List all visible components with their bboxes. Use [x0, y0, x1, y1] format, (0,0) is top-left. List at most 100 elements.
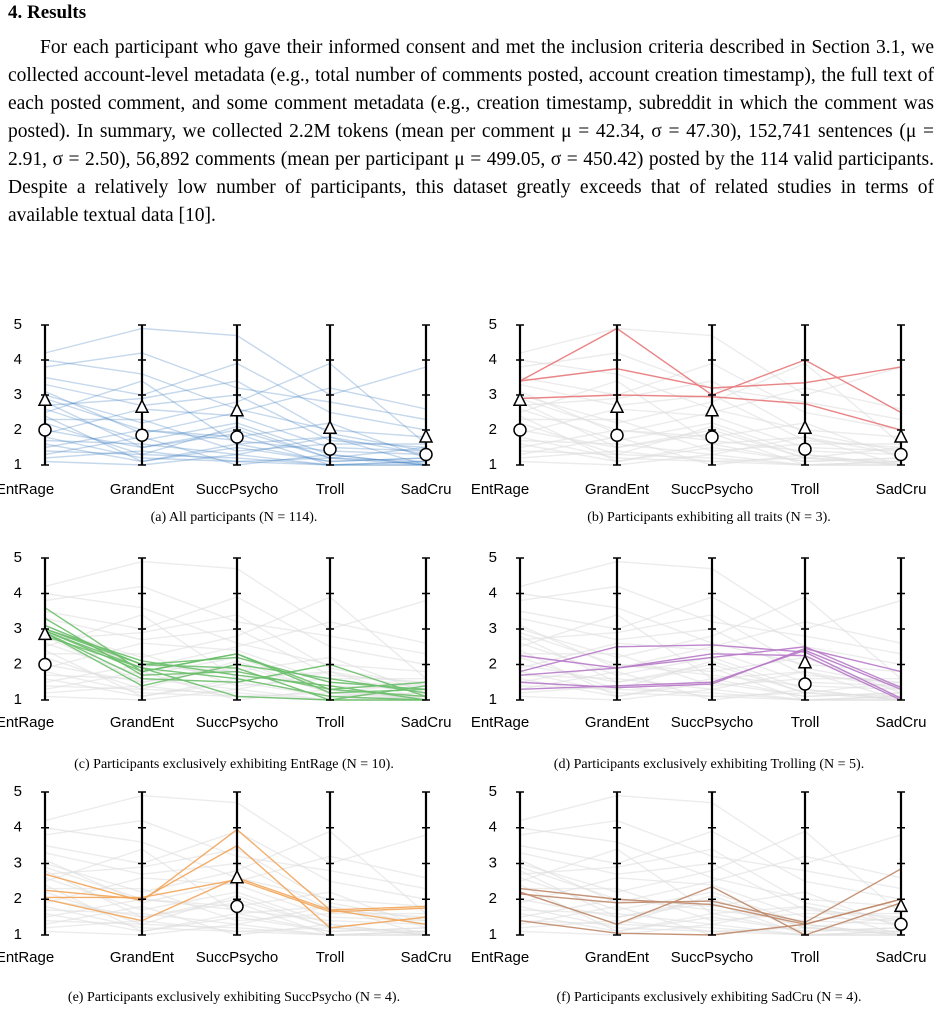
mean-marker — [418, 428, 434, 443]
y-tick-label: 1 — [489, 926, 497, 943]
y-tick-label: 2 — [14, 655, 22, 672]
data-line — [519, 359, 902, 438]
x-tick-label: GrandEnt — [585, 714, 650, 731]
x-tick-label: SuccPsycho — [196, 481, 279, 498]
caption: (f) Participants exclusively exhibiting … — [557, 990, 862, 1005]
mean-marker — [37, 625, 53, 641]
paragraph: For each participant who gave their info… — [8, 37, 934, 226]
x-tick-label: SadCru — [876, 481, 927, 498]
x-tick-label: SuccPsycho — [671, 714, 754, 731]
data-line — [45, 653, 426, 687]
caption: (b) Participants exhibiting all traits (… — [587, 510, 831, 525]
x-tick-label: Troll — [316, 949, 345, 966]
data-line — [44, 794, 427, 865]
data-line — [44, 359, 427, 438]
y-tick-label: 3 — [14, 620, 22, 637]
x-tick-label: GrandEnt — [585, 481, 650, 498]
x-tick-label: Troll — [791, 481, 820, 498]
x-tick-label: EntRage — [0, 481, 54, 498]
y-tick-label: 5 — [489, 316, 497, 333]
y-tick-label: 2 — [14, 421, 22, 438]
median-marker — [419, 447, 433, 462]
median-marker — [323, 442, 337, 456]
data-line — [44, 585, 427, 655]
x-tick-label: Troll — [791, 714, 820, 731]
y-tick-label: 1 — [489, 456, 497, 473]
x-tick-label: GrandEnt — [110, 481, 175, 498]
x-tick-label: Troll — [316, 481, 345, 498]
mean-marker — [704, 402, 720, 417]
y-tick-label: 5 — [14, 783, 22, 800]
y-tick-label: 3 — [14, 386, 22, 403]
data-line — [44, 827, 427, 908]
median-marker — [610, 428, 624, 442]
median-marker — [894, 917, 908, 932]
x-tick-label: EntRage — [0, 714, 54, 731]
y-tick-label: 5 — [14, 549, 22, 566]
data-line — [519, 327, 902, 414]
caption: (e) Participants exclusively exhibiting … — [68, 990, 400, 1005]
mean-marker — [797, 419, 813, 434]
data-line — [519, 592, 902, 673]
y-tick-label: 5 — [489, 783, 497, 800]
median-marker — [135, 428, 149, 442]
x-tick-label: SuccPsycho — [196, 714, 279, 731]
y-tick-label: 1 — [14, 926, 22, 943]
median-marker — [798, 442, 812, 456]
median-marker — [513, 423, 527, 437]
y-tick-label: 5 — [14, 316, 22, 333]
median-marker — [705, 430, 719, 444]
y-tick-label: 4 — [489, 351, 497, 368]
data-line — [519, 327, 902, 396]
mean-marker — [512, 391, 528, 406]
x-tick-label: SadCru — [876, 949, 927, 966]
x-tick-label: SuccPsycho — [671, 481, 754, 498]
y-tick-label: 3 — [489, 854, 497, 871]
y-tick-label: 4 — [489, 819, 497, 836]
caption: (c) Participants exclusively exhibiting … — [74, 757, 394, 772]
data-line — [44, 327, 427, 396]
data-line — [519, 819, 902, 890]
x-tick-label: EntRage — [471, 949, 529, 966]
y-tick-label: 2 — [14, 890, 22, 907]
x-tick-label: Troll — [316, 714, 345, 731]
x-tick-label: SadCru — [401, 481, 452, 498]
data-line — [519, 560, 902, 630]
x-tick-label: Troll — [791, 949, 820, 966]
median-marker — [230, 430, 244, 444]
mean-marker — [609, 398, 625, 413]
x-tick-label: SuccPsycho — [196, 949, 279, 966]
x-tick-label: GrandEnt — [110, 949, 175, 966]
y-tick-label: 5 — [489, 549, 497, 566]
mean-marker — [322, 419, 338, 434]
y-tick-label: 1 — [14, 691, 22, 708]
median-marker — [798, 677, 812, 691]
x-tick-label: GrandEnt — [110, 714, 175, 731]
y-tick-label: 4 — [14, 584, 22, 601]
mean-marker — [229, 869, 245, 884]
median-marker — [38, 657, 52, 672]
mean-marker — [797, 654, 813, 669]
x-tick-label: GrandEnt — [585, 949, 650, 966]
y-tick-label: 2 — [489, 421, 497, 438]
x-tick-label: EntRage — [0, 949, 54, 966]
data-line — [44, 596, 427, 680]
section-heading: 4. Results — [8, 2, 87, 23]
y-tick-label: 3 — [489, 386, 497, 403]
y-tick-label: 3 — [489, 620, 497, 637]
y-tick-label: 1 — [489, 691, 497, 708]
median-marker — [38, 423, 52, 437]
median-marker — [894, 447, 908, 462]
data-line — [520, 653, 901, 687]
x-tick-label: SuccPsycho — [671, 949, 754, 966]
y-tick-label: 3 — [14, 854, 22, 871]
data-line — [519, 366, 902, 389]
x-tick-label: SadCru — [401, 949, 452, 966]
y-tick-label: 4 — [14, 819, 22, 836]
y-tick-label: 4 — [14, 351, 22, 368]
mean-marker — [229, 402, 245, 417]
x-tick-label: SadCru — [876, 714, 927, 731]
x-tick-label: EntRage — [471, 481, 529, 498]
